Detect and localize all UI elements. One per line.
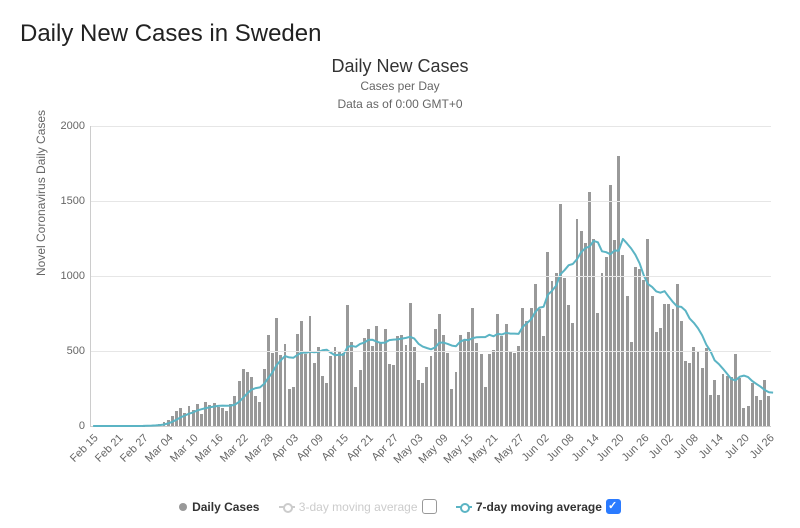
x-tick-label: Jul 26: [747, 432, 776, 461]
gridline: [91, 126, 771, 127]
y-tick-label: 1000: [61, 270, 85, 282]
legend-item-3day[interactable]: 3-day moving average: [279, 499, 437, 514]
circle-icon: [179, 503, 187, 511]
chart-legend: Daily Cases 3-day moving average 7-day m…: [20, 499, 780, 514]
gridline: [91, 351, 771, 352]
y-axis-title: Novel Coronavirus Daily Cases: [34, 110, 48, 276]
x-tick-label: Jun 02: [519, 432, 551, 464]
legend-item-daily[interactable]: Daily Cases: [179, 500, 259, 514]
checkbox-7day[interactable]: [606, 499, 621, 514]
y-tick-label: 2000: [61, 120, 85, 132]
legend-item-7day[interactable]: 7-day moving average: [456, 499, 621, 514]
x-tick-label: Apr 15: [319, 432, 350, 463]
y-tick-label: 1500: [61, 195, 85, 207]
legend-label-daily: Daily Cases: [192, 500, 259, 514]
legend-label-3day: 3-day moving average: [299, 500, 418, 514]
chart-plot-area: 0500100015002000: [90, 126, 771, 427]
y-tick-label: 0: [79, 420, 85, 432]
x-tick-label: Jul 02: [647, 432, 676, 461]
x-tick-label: Jul 08: [672, 432, 701, 461]
gridline: [91, 276, 771, 277]
x-tick-label: Jun 20: [594, 432, 626, 464]
checkbox-3day[interactable]: [422, 499, 437, 514]
x-tick-label: Apr 09: [294, 432, 325, 463]
x-tick-label: Jun 14: [569, 432, 601, 464]
x-tick-label: Jun 26: [619, 432, 651, 464]
x-tick-label: Apr 21: [344, 432, 375, 463]
line-icon: [456, 506, 472, 508]
page-title: Daily New Cases in Sweden: [20, 20, 780, 48]
legend-label-7day: 7-day moving average: [476, 500, 602, 514]
x-axis-labels: Feb 15Feb 21Feb 27Mar 04Mar 10Mar 16Mar …: [90, 428, 770, 488]
chart-subtitle-2: Data as of 0:00 GMT+0: [20, 97, 780, 113]
y-tick-label: 500: [67, 345, 85, 357]
x-tick-label: Jul 20: [722, 432, 751, 461]
line-icon: [279, 506, 295, 508]
x-tick-label: Apr 03: [269, 432, 300, 463]
chart-container: Daily New Cases Cases per Day Data as of…: [20, 56, 780, 516]
gridline: [91, 201, 771, 202]
chart-subtitle-1: Cases per Day: [20, 79, 780, 95]
x-tick-label: Jul 14: [697, 432, 726, 461]
x-tick-label: Jun 08: [544, 432, 576, 464]
chart-title: Daily New Cases: [20, 56, 780, 77]
